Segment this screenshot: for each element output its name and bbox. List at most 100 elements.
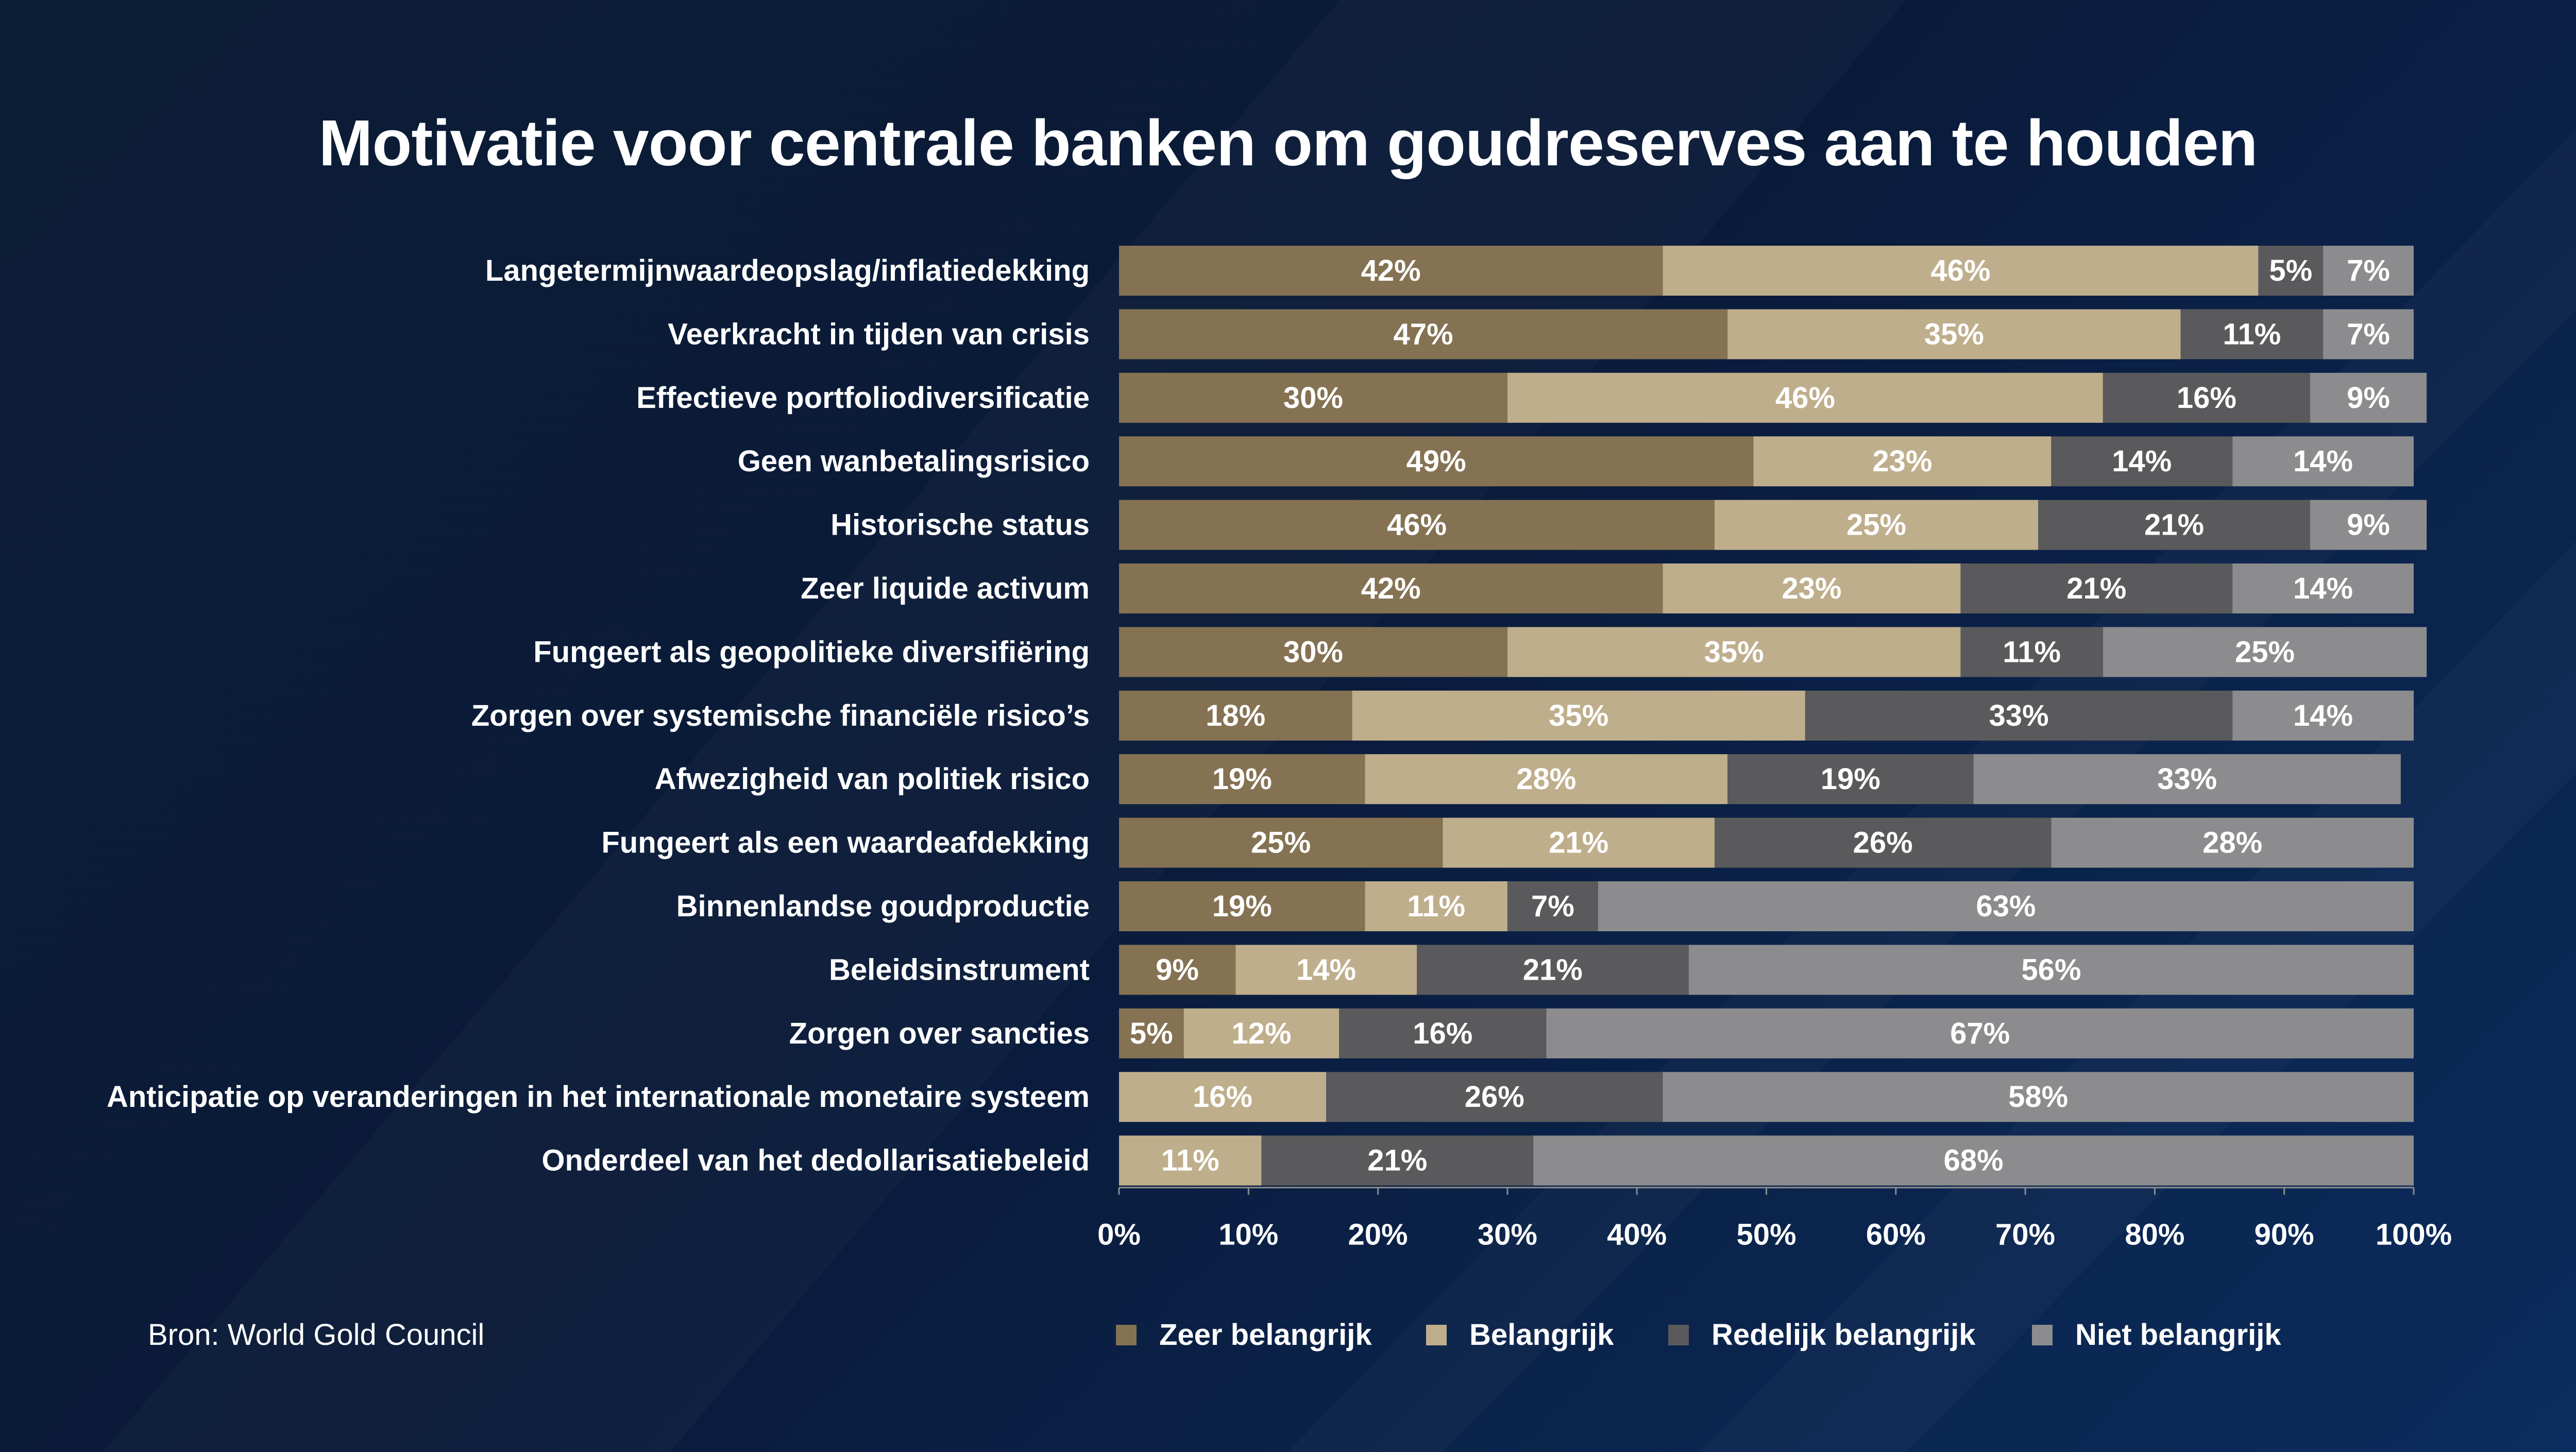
data-label: 67% — [1950, 1017, 2010, 1050]
data-label: 18% — [1206, 699, 1265, 732]
bar-segment — [2038, 500, 2310, 550]
bar-segment — [1365, 754, 1728, 805]
bar-segment — [1533, 1135, 2414, 1186]
data-label: 46% — [1930, 254, 1990, 287]
bar-segment — [1119, 627, 1507, 677]
data-label: 9% — [2347, 508, 2390, 542]
data-label: 28% — [2202, 826, 2262, 860]
data-label: 25% — [1846, 508, 1906, 542]
data-label: 58% — [2008, 1080, 2068, 1114]
category-label: Fungeert als geopolitieke diversifiëring — [533, 635, 1090, 669]
data-label: 35% — [1704, 635, 1764, 669]
legend-label: Belangrijk — [1469, 1318, 1614, 1352]
legend-swatch — [1426, 1325, 1447, 1345]
data-label: 19% — [1212, 890, 1272, 923]
data-label: 42% — [1361, 254, 1421, 287]
data-label: 46% — [1387, 508, 1447, 542]
category-label: Effectieve portfoliodiversificatie — [636, 381, 1090, 415]
data-label: 9% — [2347, 381, 2390, 415]
bar-segment — [1119, 500, 1715, 550]
bar-segment — [1507, 372, 2103, 423]
bar-segment — [1663, 563, 1961, 613]
data-label: 33% — [1989, 699, 2048, 732]
data-label: 12% — [1231, 1017, 1291, 1050]
bar-segment — [1339, 1008, 1547, 1058]
bar-segment — [1261, 1135, 1534, 1186]
bar-segment — [1973, 754, 2401, 805]
data-label: 25% — [2235, 635, 2295, 669]
category-label: Beleidsinstrument — [829, 953, 1090, 986]
bar-segment — [1753, 436, 2052, 487]
data-label: 19% — [1821, 762, 1880, 796]
bar-segment — [2103, 372, 2310, 423]
bar-segment — [1365, 881, 1507, 931]
bar-segment — [1119, 309, 1728, 360]
x-tick-label: 20% — [1348, 1218, 1408, 1252]
data-label: 11% — [1407, 890, 1465, 923]
category-label: Langetermijnwaardeopslag/inflatiedekking — [485, 254, 1090, 287]
data-label: 11% — [1161, 1144, 1219, 1177]
bar-segment — [1119, 945, 1236, 995]
bar-segment — [1119, 563, 1663, 613]
x-tick-label: 100% — [2376, 1218, 2452, 1252]
bar-segment — [1119, 881, 1365, 931]
bar-segment — [1663, 246, 2259, 296]
data-label: 11% — [2223, 317, 2281, 351]
data-label: 26% — [1465, 1080, 1524, 1114]
data-label: 42% — [1361, 572, 1421, 605]
category-label: Veerkracht in tijden van crisis — [668, 317, 1090, 351]
category-label: Onderdeel van het dedollarisatiebeleid — [541, 1144, 1090, 1177]
category-label: Zorgen over sancties — [789, 1017, 1090, 1050]
bar-segment — [1443, 817, 1715, 868]
legend-label: Niet belangrijk — [2075, 1318, 2281, 1352]
bar-segment — [1119, 690, 1352, 741]
bar-segment — [1326, 1072, 1663, 1122]
data-label: 16% — [2177, 381, 2236, 415]
x-tick-label: 30% — [1478, 1218, 1537, 1252]
category-label: Geen wanbetalingsrisico — [738, 445, 1090, 478]
bar-segment — [1119, 1008, 1184, 1058]
bar-segment — [2232, 436, 2414, 487]
bar-segment — [1960, 563, 2233, 613]
x-tick-label: 90% — [2255, 1218, 2314, 1252]
bar-segment — [1119, 372, 1507, 423]
data-label: 63% — [1976, 890, 2036, 923]
bar-segment — [2310, 372, 2427, 423]
data-label: 14% — [1296, 953, 1356, 986]
data-label: 21% — [2144, 508, 2204, 542]
data-label: 21% — [2066, 572, 2126, 605]
bar-segment — [2103, 627, 2427, 677]
bar-segment — [2051, 817, 2414, 868]
legend-label: Redelijk belangrijk — [1711, 1318, 1976, 1352]
data-label: 7% — [2347, 317, 2390, 351]
bar-segment — [1119, 1135, 1262, 1186]
category-label: Fungeert als een waardeafdekking — [601, 826, 1090, 860]
x-tick-label: 80% — [2125, 1218, 2184, 1252]
data-label: 68% — [1944, 1144, 2004, 1177]
bar-segment — [1727, 754, 1974, 805]
bar-segment — [1598, 881, 2414, 931]
bar-segment — [2180, 309, 2324, 360]
category-label: Zorgen over systemische financiële risic… — [471, 699, 1090, 732]
data-label: 14% — [2293, 699, 2353, 732]
bar-segment — [1119, 817, 1443, 868]
data-label: 7% — [1531, 890, 1574, 923]
bar-segment — [1235, 945, 1417, 995]
data-label: 21% — [1367, 1144, 1427, 1177]
bar-segment — [2310, 500, 2427, 550]
bar-segment — [1663, 1072, 2414, 1122]
bar-segment — [2232, 563, 2414, 613]
bar-segment — [1688, 945, 2414, 995]
data-label: 9% — [1156, 953, 1199, 986]
x-tick-label: 40% — [1607, 1218, 1667, 1252]
bar-segment — [1805, 690, 2233, 741]
bar-segment — [2232, 690, 2414, 741]
data-label: 30% — [1283, 381, 1343, 415]
category-label: Afwezigheid van politiek risico — [655, 762, 1090, 796]
data-label: 46% — [1775, 381, 1835, 415]
bar-segment — [1183, 1008, 1340, 1058]
bar-segment — [1727, 309, 2181, 360]
bar-segment — [1960, 627, 2103, 677]
source-note: Bron: World Gold Council — [148, 1318, 485, 1352]
